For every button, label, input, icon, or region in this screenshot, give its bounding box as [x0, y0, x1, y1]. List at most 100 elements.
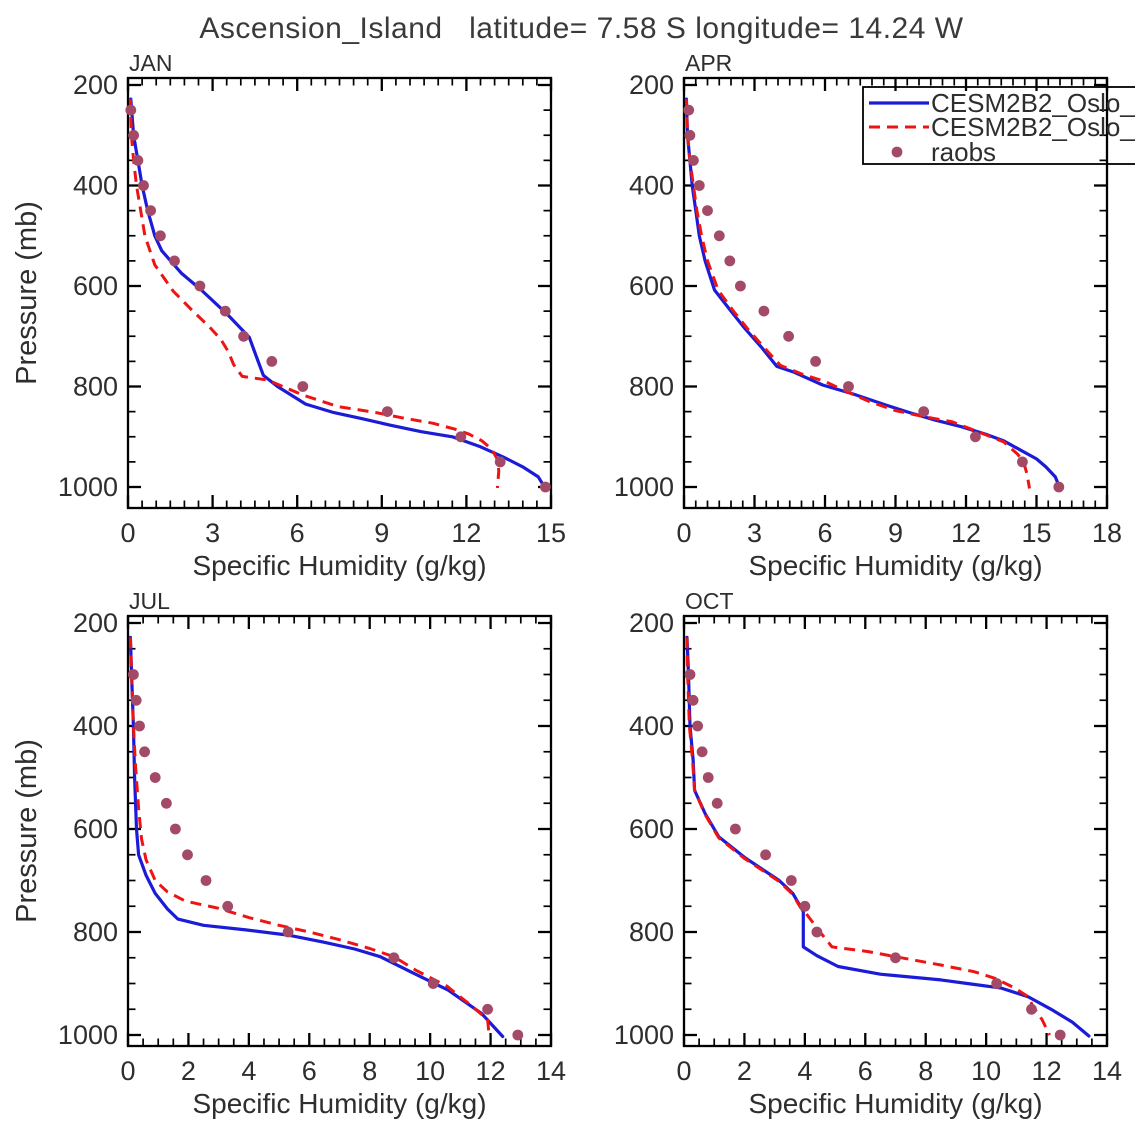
x-axis-title: Specific Humidity (g/kg): [192, 1088, 486, 1119]
panel-apr: 0 3 6 9 12 15 18 200 400 600 800 1000 APR Specific Hu…: [614, 50, 1122, 581]
raobs-point: [388, 952, 400, 964]
raobs-point: [810, 356, 821, 367]
y-axis-ticks: [684, 83, 1107, 489]
x-axis-ticks: [682, 78, 1109, 508]
y-tick-label: 200: [629, 608, 674, 638]
raobs-point: [1054, 1029, 1066, 1041]
raobs-point: [843, 381, 854, 392]
raobs-point: [149, 772, 161, 783]
y-tick-label: 400: [73, 711, 118, 741]
raobs-point: [155, 230, 166, 242]
x-tick-label: 0: [120, 518, 135, 548]
y-tick-label: 600: [629, 271, 674, 301]
y-tick-label: 200: [73, 608, 118, 638]
plot-frame: [126, 76, 553, 510]
figure-title: Ascension_Island latitude= 7.58 S longit…: [199, 12, 964, 45]
raobs-point: [693, 180, 705, 191]
y-tick-label: 1000: [58, 1020, 118, 1050]
raobs-point: [266, 356, 278, 367]
x-tick-label: 12: [951, 518, 981, 548]
raobs-point: [758, 305, 770, 317]
raobs-point: [1026, 1003, 1037, 1015]
x-tick-label: 0: [676, 1056, 691, 1086]
raobs-point: [238, 330, 250, 342]
panel-oct: 0 2 4 6 8 10 12 14 200 400 600 800 1000 OCT Specific H…: [614, 588, 1122, 1119]
raobs-point: [688, 155, 699, 166]
x-tick-label: 4: [797, 1056, 812, 1086]
raobs-point: [970, 431, 981, 443]
y-tick-label: 400: [629, 171, 674, 201]
y-tick-label: 800: [629, 917, 674, 947]
x-tick-label: 9: [888, 518, 903, 548]
x-tick-label: 15: [1021, 518, 1051, 548]
model-line-solid: [685, 635, 1091, 1038]
raobs-point: [132, 155, 144, 166]
raobs-point: [702, 772, 714, 783]
raobs-point: [687, 694, 699, 706]
raobs-points: [125, 104, 551, 493]
raobs-point: [161, 797, 172, 809]
raobs-point: [692, 720, 703, 732]
x-tick-label: 14: [1092, 1056, 1122, 1086]
raobs-point: [219, 305, 231, 317]
y-tick-label: 1000: [58, 472, 118, 502]
x-tick-label: 6: [302, 1056, 317, 1086]
raobs-point: [724, 255, 736, 267]
raobs-point: [991, 978, 1003, 989]
raobs-point: [512, 1029, 524, 1041]
raobs-point: [711, 797, 723, 809]
raobs-point: [282, 926, 294, 938]
panel-month-label: APR: [685, 50, 732, 76]
legend-label: CESM2B2_Oslo_F0: [931, 88, 1135, 118]
legend-label: CESM2B2_Oslo_F0: [931, 112, 1135, 142]
raobs-point: [799, 900, 811, 912]
raobs-point: [382, 406, 393, 417]
plot-frame: [682, 76, 1109, 510]
x-tick-label: 3: [205, 518, 220, 548]
raobs-point: [696, 746, 708, 758]
raobs-point: [194, 280, 206, 292]
raobs-point: [684, 669, 696, 680]
raobs-point: [169, 255, 180, 267]
x-tick-label: 2: [737, 1056, 752, 1086]
x-tick-label: 0: [676, 518, 691, 548]
raobs-point: [134, 720, 145, 732]
raobs-point: [138, 180, 149, 191]
legend-box: [862, 86, 1135, 165]
model-line-solid: [684, 97, 1062, 491]
plot-frame: [126, 614, 553, 1048]
panel-month-label: JUL: [129, 588, 170, 614]
raobs-point: [1017, 456, 1028, 468]
y-tick-label: 200: [629, 70, 674, 100]
raobs-point: [783, 330, 794, 342]
raobs-point: [683, 104, 695, 116]
y-axis-title: Pressure (mb): [11, 739, 43, 923]
y-tick-label: 800: [73, 372, 118, 402]
legend-dot: [891, 146, 903, 158]
x-tick-label: 8: [362, 1056, 377, 1086]
x-tick-label: 4: [241, 1056, 256, 1086]
raobs-point: [200, 875, 212, 886]
x-tick-label: 12: [1032, 1056, 1062, 1086]
model-line-solid: [129, 97, 548, 491]
raobs-points: [127, 669, 524, 1041]
panel-month-label: JAN: [129, 50, 172, 76]
x-tick-label: 3: [747, 518, 762, 548]
legend: CESM2B2_Oslo_F0CESM2B2_Oslo_F0raobs: [862, 86, 1135, 167]
raobs-point: [735, 280, 746, 292]
x-tick-label: 15: [536, 518, 566, 548]
raobs-point: [811, 926, 823, 938]
x-tick-label: 0: [120, 1056, 135, 1086]
raobs-point: [130, 694, 142, 706]
x-axis-ticks: [126, 616, 553, 1046]
x-tick-label: 14: [536, 1056, 566, 1086]
panel-jul: 0 2 4 6 8 10 12 14 200 400 600 800 1000 JUL Specific H…: [11, 588, 566, 1119]
x-axis-title: Specific Humidity (g/kg): [748, 1088, 1042, 1119]
raobs-point: [540, 481, 551, 493]
raobs-point: [1053, 481, 1065, 493]
x-axis-title: Specific Humidity (g/kg): [192, 550, 486, 581]
model-line-dashed: [128, 99, 501, 489]
y-axis-ticks: [684, 621, 1107, 1037]
